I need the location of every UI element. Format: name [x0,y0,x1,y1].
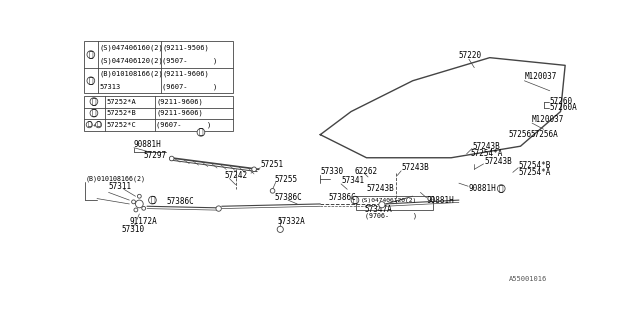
Circle shape [136,200,143,208]
Text: ④: ④ [499,184,504,193]
Circle shape [148,196,156,204]
Circle shape [87,77,95,84]
Text: 91172A: 91172A [129,217,157,226]
Text: (9706-      ): (9706- ) [365,212,417,219]
Text: M120037: M120037 [524,72,557,81]
Text: (9211-9606): (9211-9606) [156,110,203,116]
Text: 57332A: 57332A [278,217,306,226]
Circle shape [142,206,146,210]
Text: 90881H: 90881H [134,140,162,149]
Circle shape [138,194,141,198]
Text: (B)010108166(2): (B)010108166(2) [99,71,163,77]
Text: (9607-      ): (9607- ) [163,84,218,90]
Circle shape [252,167,257,172]
Circle shape [197,129,205,136]
Circle shape [379,202,385,208]
Text: ④: ④ [97,122,100,127]
Text: ①: ① [353,196,357,204]
Text: ②: ② [88,76,93,85]
Text: 57242: 57242 [224,171,247,180]
Text: 57386C: 57386C [328,193,356,202]
Text: ③: ③ [198,128,204,137]
Text: 57243B: 57243B [473,142,500,151]
Circle shape [270,188,275,193]
Circle shape [497,185,505,192]
Text: 57243B: 57243B [367,184,394,193]
Text: 57330: 57330 [320,167,344,176]
Text: (9211-9506): (9211-9506) [163,44,209,51]
Text: ①: ① [88,50,93,59]
Circle shape [216,206,221,211]
Text: ④: ④ [92,108,96,117]
Text: 57254*A: 57254*A [519,168,551,177]
Text: 57341: 57341 [341,176,364,185]
Circle shape [86,122,92,128]
Text: 57256: 57256 [509,130,532,139]
Circle shape [134,208,138,212]
Text: +: + [93,122,97,127]
Circle shape [90,98,98,105]
Text: (9211-9606): (9211-9606) [156,98,203,105]
Text: 57220: 57220 [459,51,482,60]
Text: (S)047406160(2): (S)047406160(2) [99,44,163,51]
Text: (S)047406120(2): (S)047406120(2) [99,58,163,64]
Circle shape [277,226,284,232]
Text: 62262: 62262 [355,167,378,176]
Bar [356,196,433,210]
Text: 90881H: 90881H [468,184,496,193]
Bar [84,41,232,93]
Text: 90881H: 90881H [427,196,454,204]
Text: 57243B: 57243B [401,163,429,172]
Text: 57243B: 57243B [484,157,512,166]
Text: 57386C: 57386C [166,197,194,206]
Circle shape [132,200,136,204]
Text: A55001016: A55001016 [509,276,547,282]
Text: 57347A: 57347A [365,205,393,214]
Text: 57260: 57260 [550,97,573,106]
Text: (B)010108166(2): (B)010108166(2) [86,175,145,182]
Circle shape [95,122,102,128]
Text: 57310: 57310 [122,225,145,234]
Circle shape [351,196,359,204]
Circle shape [90,109,98,117]
Text: 57386C: 57386C [274,193,302,202]
Text: 57297: 57297 [143,151,166,160]
Text: 57256A: 57256A [531,130,558,139]
Text: 57252*C: 57252*C [106,122,136,128]
Text: 57311: 57311 [109,182,132,191]
Text: (9211-9606): (9211-9606) [163,71,209,77]
Text: 57260A: 57260A [550,103,577,112]
Text: ②: ② [150,196,155,204]
Text: (9607-      ): (9607- ) [156,121,212,128]
Text: 57254*B: 57254*B [519,161,551,170]
Text: 57254*A: 57254*A [470,149,503,158]
Text: ③: ③ [88,122,91,127]
Text: 57252*B: 57252*B [106,110,136,116]
Bar [84,96,232,131]
Text: 57313: 57313 [99,84,120,90]
Text: M120037: M120037 [532,115,564,124]
Circle shape [170,156,174,161]
Text: 57252*A: 57252*A [106,99,136,105]
Text: 57255: 57255 [274,175,297,184]
Text: 57251: 57251 [260,160,284,169]
Circle shape [87,51,95,59]
Text: (S)047406120(2): (S)047406120(2) [360,197,417,203]
Text: ③: ③ [92,97,96,106]
Text: (9507-      ): (9507- ) [163,58,218,64]
